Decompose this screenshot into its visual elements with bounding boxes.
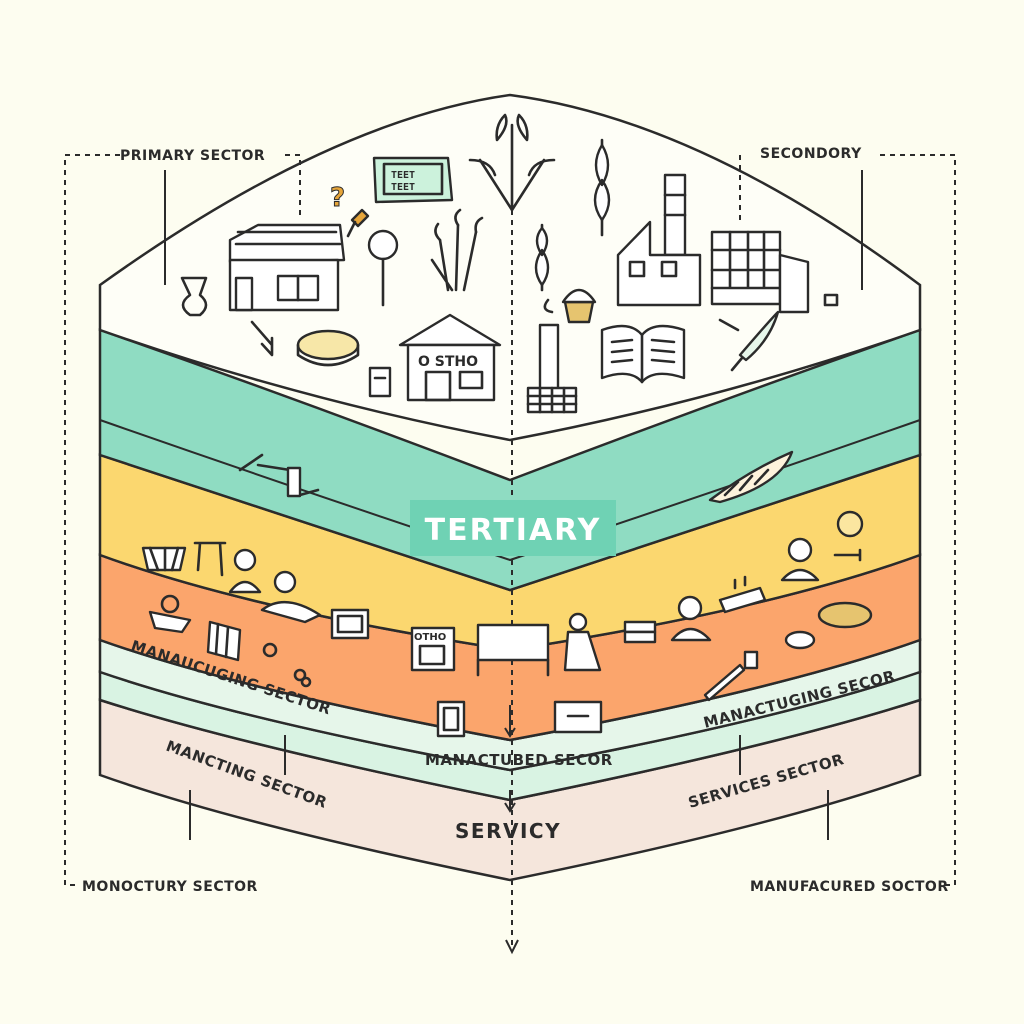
svg-text:O STHO: O STHO [418, 354, 478, 370]
boat-icon [148, 594, 192, 634]
pencil-icon [703, 650, 759, 702]
svg-text:TEET: TEET [391, 170, 415, 181]
flower-icon [262, 642, 312, 688]
key-icon [833, 548, 862, 562]
tape-roll-icon [250, 320, 360, 367]
cupcake-icon [561, 288, 597, 324]
platter-icon [784, 601, 873, 650]
tertiary-badge [410, 500, 616, 556]
books-stack-icon [623, 620, 657, 644]
small-arrow-down [504, 705, 516, 738]
quill-icon [718, 310, 780, 372]
jar-icon [368, 366, 392, 398]
magnifier-icon [367, 229, 399, 307]
lever-tool-icon [238, 453, 320, 498]
teal-inner-line [99, 419, 921, 562]
manufacured-label: MANUFACURED SOCTOR [750, 879, 949, 895]
svg-text:?: ? [330, 183, 345, 213]
primary-leader-right [285, 154, 301, 220]
vase-icon [180, 276, 208, 317]
sign-board-icon: TEET TEET [372, 156, 454, 204]
door-icon [436, 700, 466, 738]
frame-icon [330, 608, 370, 640]
right-leader [880, 154, 956, 886]
crate-icon [206, 620, 242, 662]
person-icon [228, 548, 262, 594]
wheat-small-icon [534, 223, 550, 292]
bench-icon [476, 623, 550, 677]
tertiary-label: TERTIARY [425, 513, 602, 548]
manacturbed-label: MANACTUBED SECOR [425, 751, 613, 769]
wheat-icon [430, 208, 484, 292]
primary-sector-label: PRIMARY SECTOR [120, 148, 265, 164]
svg-text:OTHO: OTHO [414, 632, 446, 643]
clock-icon [836, 510, 864, 538]
wheat-bundle-icon [468, 113, 556, 212]
basket-icon [141, 546, 187, 572]
standing-person-icon [563, 612, 602, 672]
tool-icon [346, 208, 370, 238]
wheat-ear-icon [708, 450, 794, 504]
shop-icon: O STHO [398, 313, 502, 402]
house-icon [228, 223, 346, 312]
table-small-icon [193, 541, 227, 577]
person-writing-icon [260, 570, 322, 624]
wheat-stalk-icon [593, 138, 611, 237]
book-icon [600, 324, 686, 384]
small-shop-icon: OTHO [410, 626, 456, 672]
secondary-label: SECONDORY [760, 146, 862, 162]
person-icon-right [780, 537, 820, 582]
building-icon [710, 230, 839, 314]
left-leader [64, 154, 120, 886]
question-mark-icon: ? [330, 183, 346, 214]
tower-icon [526, 298, 578, 414]
service-arrow-down [504, 790, 516, 813]
svg-text:TEET: TEET [391, 182, 415, 193]
factory-icon [616, 173, 702, 307]
laptop-icon [718, 575, 767, 614]
monoctury-label: MONOCTURY SECTOR [82, 879, 258, 895]
box-icon [553, 700, 603, 734]
woman-icon [670, 595, 712, 642]
center-axis-arrow [505, 939, 519, 955]
service-label: SERVICY [455, 819, 561, 843]
